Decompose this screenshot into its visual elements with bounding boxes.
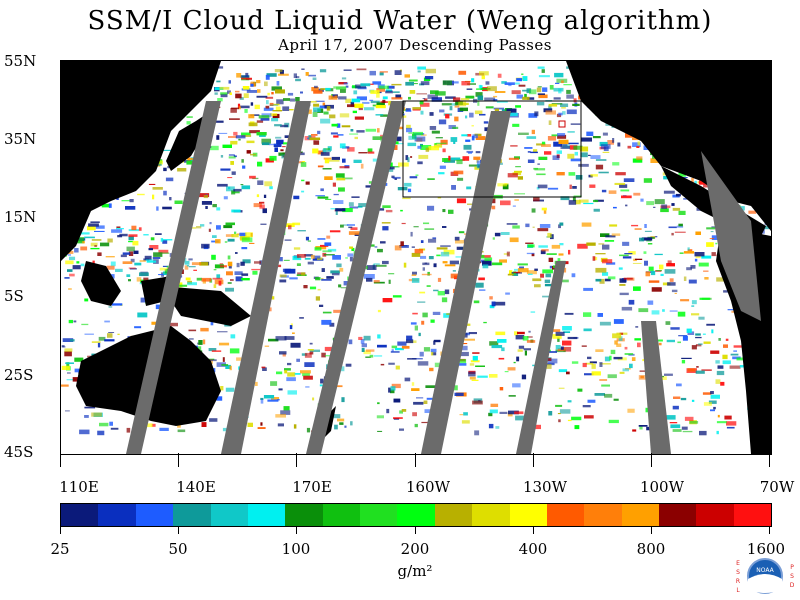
map-subtitle: April 17, 2007 Descending Passes (278, 36, 552, 54)
lat-label-55n: 55N (4, 52, 37, 70)
colorbar-segment (135, 504, 174, 526)
colorbar-segment (98, 504, 136, 526)
map-title: SSM/I Cloud Liquid Water (Weng algorithm… (87, 6, 713, 36)
lon-label-110e: 110E (59, 478, 99, 496)
lon-label-130w: 130W (522, 478, 568, 496)
lon-label-100w: 100W (639, 478, 685, 496)
svg-text:D: D (790, 582, 795, 589)
colorbar-label-25: 25 (50, 540, 70, 558)
svg-text:S: S (790, 573, 794, 580)
colorbar-segment (472, 504, 510, 526)
lon-label-70w: 70W (759, 478, 795, 496)
land-masses (61, 61, 771, 454)
lat-label-25s: 25S (4, 366, 34, 384)
lat-label-35n: 35N (4, 130, 37, 148)
colorbar-segment (210, 504, 248, 526)
svg-text:S: S (736, 569, 740, 576)
colorbar-segment (434, 504, 473, 526)
lat-label-5s: 5S (4, 287, 24, 305)
units-label: g/m² (397, 562, 433, 580)
lon-label-140e: 140E (176, 478, 216, 496)
colorbar-label-200: 200 (400, 540, 430, 558)
colorbar-segment (546, 504, 585, 526)
colorbar-label-1600: 1600 (746, 540, 786, 558)
colorbar-segment (733, 504, 772, 526)
cloud-water-map (60, 60, 772, 455)
map-canvas (61, 61, 771, 454)
colorbar-label-50: 50 (168, 540, 188, 558)
colorbar-segment (173, 504, 211, 526)
svg-text:R: R (736, 578, 740, 585)
colorbar-segment (285, 504, 323, 526)
svg-text:L: L (736, 587, 740, 594)
colorbar-segment (247, 504, 286, 526)
svg-text:E: E (736, 560, 740, 567)
colorbar-segment (696, 504, 734, 526)
colorbar-segment (61, 504, 99, 526)
colorbar-label-400: 400 (518, 540, 548, 558)
colorbar-segment (360, 504, 398, 526)
colorbar-segment (584, 504, 622, 526)
colorbar-label-800: 800 (636, 540, 666, 558)
region-box (402, 100, 582, 198)
colorbar-segment (322, 504, 360, 526)
svg-text:P: P (790, 564, 794, 571)
lon-label-160w: 160W (405, 478, 451, 496)
colorbar-segment (621, 504, 659, 526)
lat-label-45s: 45S (4, 443, 34, 461)
svg-text:NOAA: NOAA (756, 567, 774, 574)
lat-label-15n: 15N (4, 208, 37, 226)
colorbar-segment (659, 504, 697, 526)
colorbar-segment (397, 504, 435, 526)
lon-label-170e: 170E (292, 478, 332, 496)
colorbar-segment (509, 504, 547, 526)
noaa-esrl-logo: NOAA E S R L P S D (736, 558, 795, 594)
colorbar-label-100: 100 (281, 540, 311, 558)
marker-box (558, 120, 566, 128)
colorbar (60, 503, 772, 527)
